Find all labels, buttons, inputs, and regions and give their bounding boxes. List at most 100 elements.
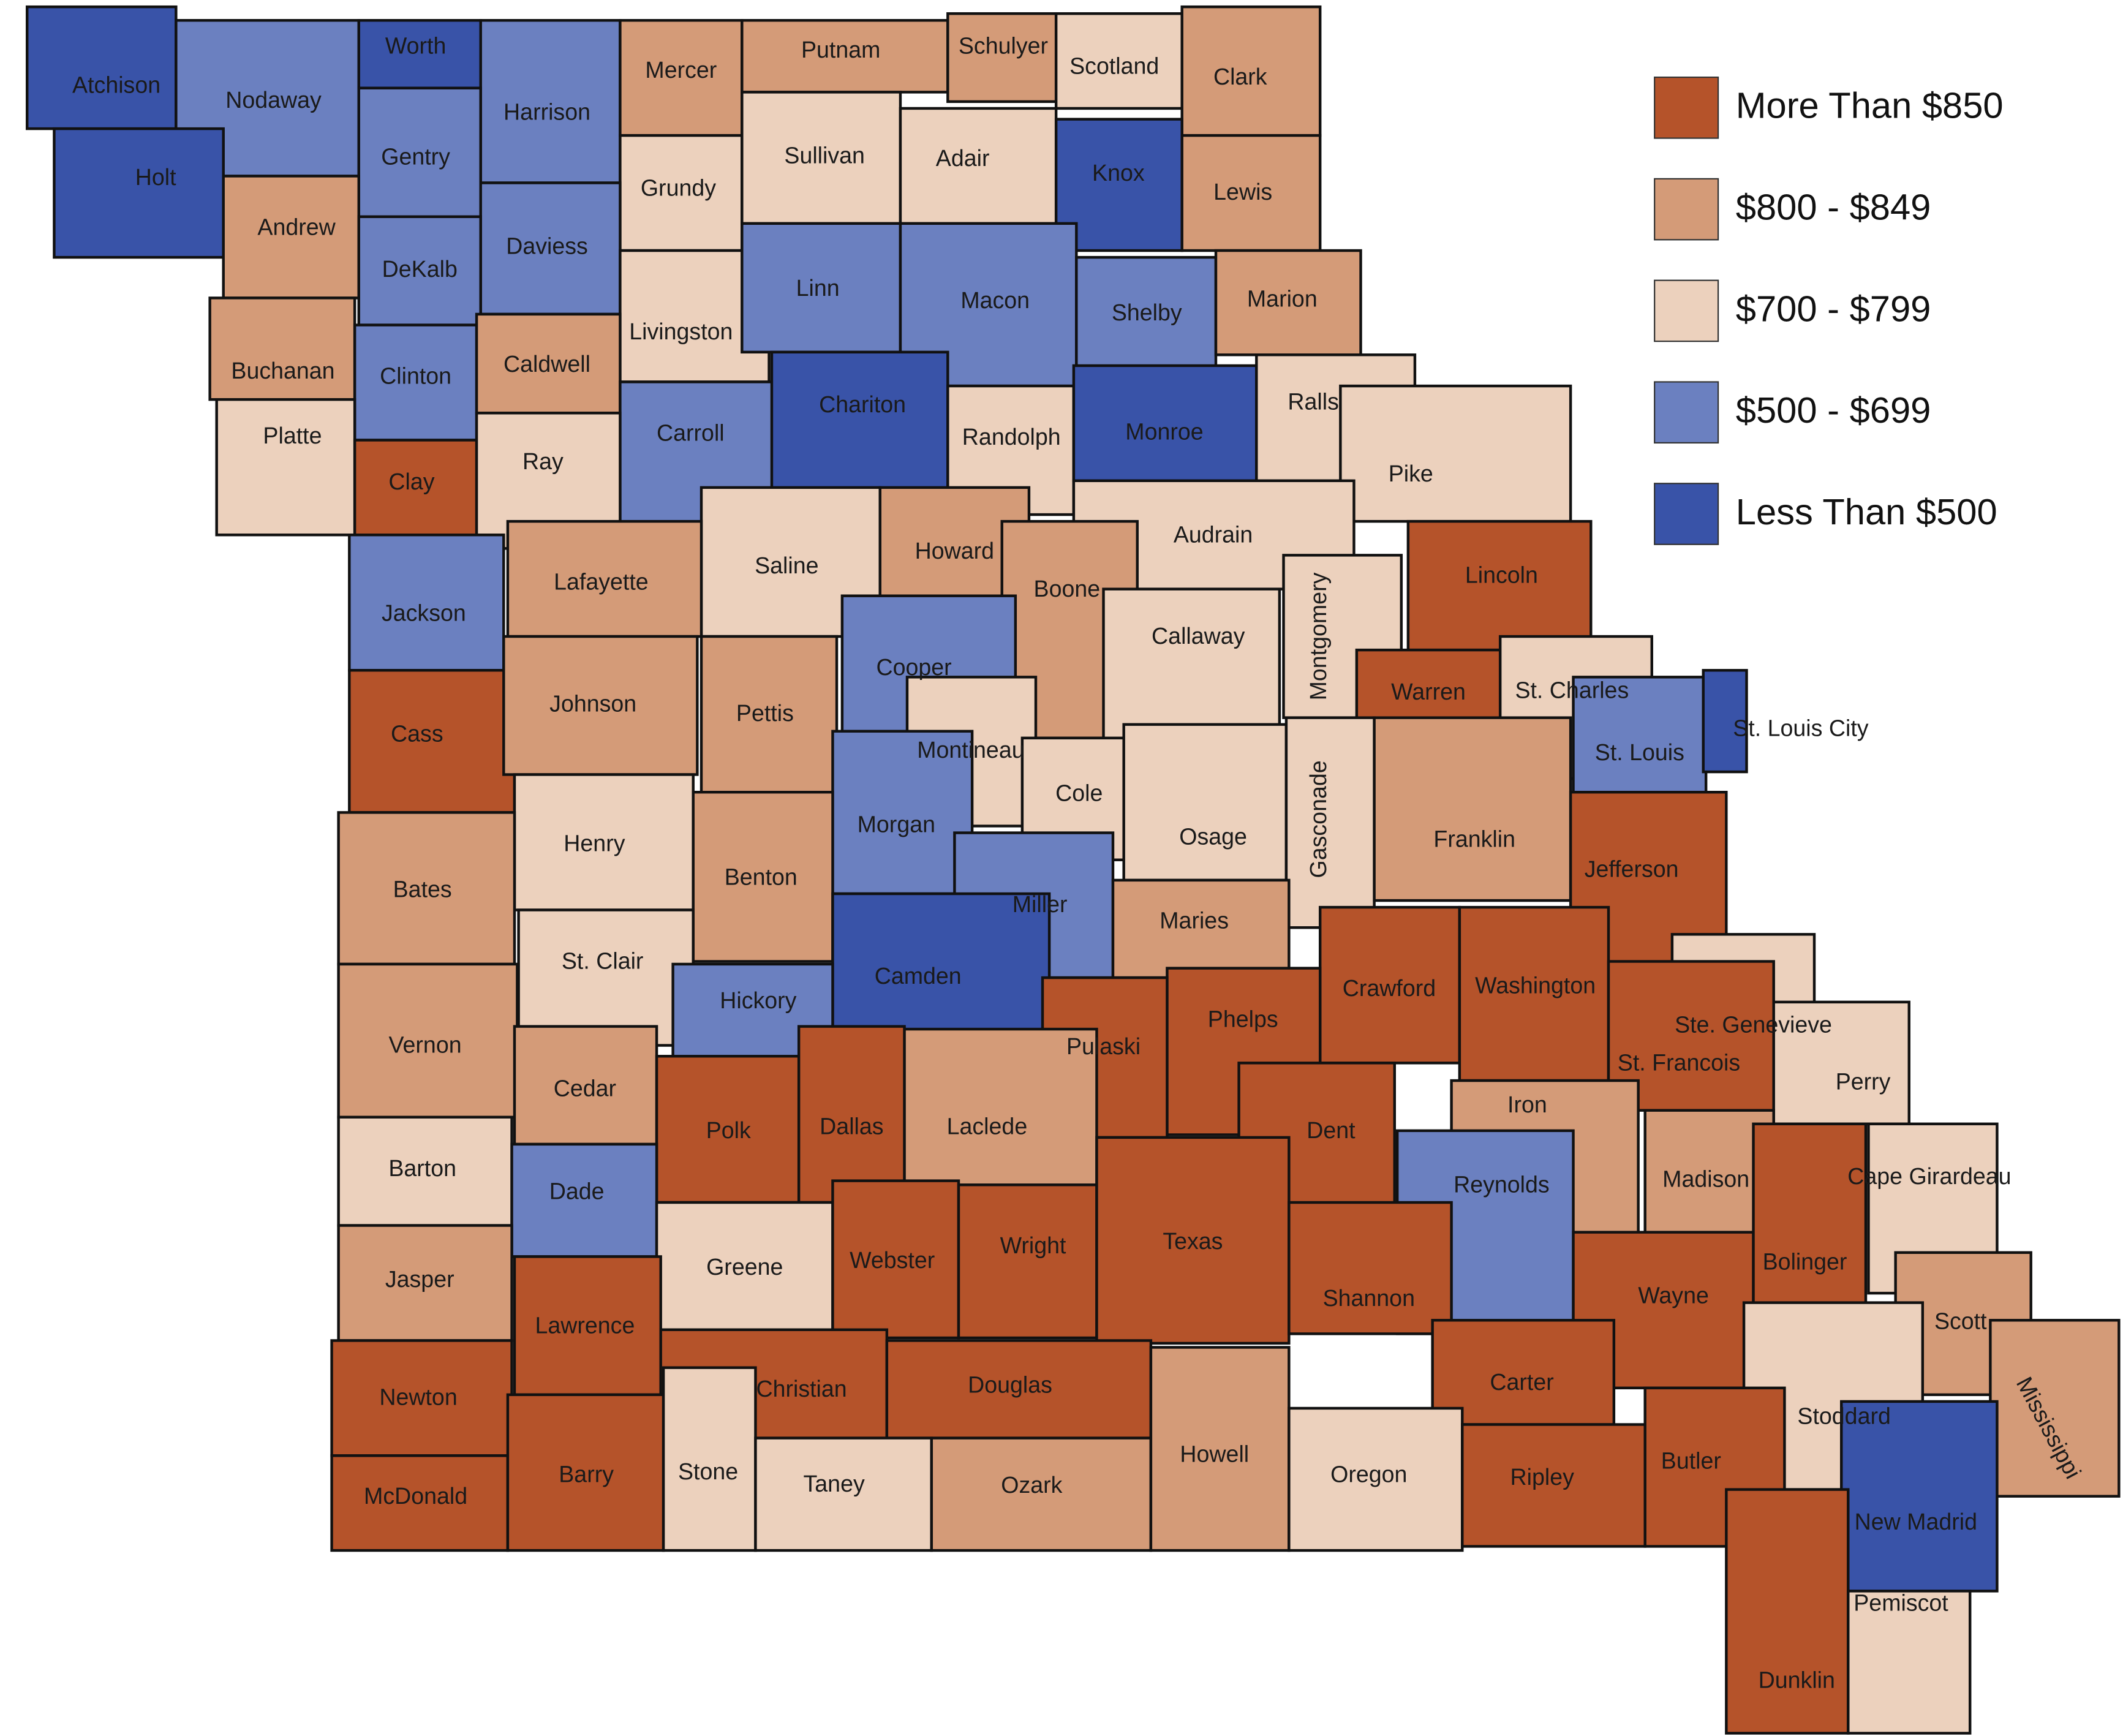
county-label: Vernon [389,1032,462,1058]
county-label: Miller [1012,891,1068,917]
county-shape [479,19,622,184]
legend-label: More Than $850 [1736,85,2004,126]
legend: More Than $850 $800 - $849 $700 - $799 $500… [1654,76,2004,545]
county-label: St. Louis City [1733,715,1869,741]
county-shape [208,296,356,401]
county-label: Clinton [380,363,451,389]
county-label: Douglas [968,1372,1052,1398]
county-label: Osage [1179,823,1247,849]
county-label: Holt [135,164,176,190]
county-label: Cooper [876,654,951,680]
county-label: Madison [1662,1166,1749,1192]
county-label: Pulaski [1066,1033,1141,1059]
county-label: Maries [1160,907,1229,933]
county-label: Buchanan [231,358,334,383]
county-label: Iron [1507,1092,1547,1117]
legend-swatch [1654,483,1719,545]
county-label: Scotland [1069,53,1159,79]
county-label: Callaway [1152,623,1245,649]
county-shape [53,127,225,259]
legend-swatch [1654,76,1719,139]
county-shape [330,1454,510,1552]
county-label: DeKalb [382,256,458,282]
county-label: Montgomery [1305,572,1331,700]
county-label: Dunklin [1759,1667,1835,1693]
county-shape [357,19,482,89]
county-shape [1288,1201,1453,1335]
county-label: St. Louis [1595,739,1684,765]
county-label: Lincoln [1465,562,1538,588]
county-label: St. Francois [1618,1049,1740,1075]
county-shape [1406,519,1593,652]
county-shape [1122,723,1288,882]
county-label: Daviess [506,233,588,259]
county-label: Clark [1213,64,1267,89]
county-shape [1339,384,1572,523]
county-label: Stoddard [1797,1403,1890,1428]
county-shape [1214,249,1362,357]
county-shape [1095,1136,1291,1345]
county-shape [1847,1590,1972,1735]
county-shape [1725,1488,1850,1735]
county-label: Wayne [1638,1283,1709,1308]
county-shape [510,1142,658,1258]
county-shape [1840,1400,1999,1593]
county-label: McDonald [364,1483,467,1509]
county-shape [502,635,699,776]
county-shape [1288,1406,1464,1552]
county-label: Butler [1661,1447,1721,1473]
county-label: Franklin [1433,826,1515,852]
county-label: Worth [385,32,447,58]
county-label: Chariton [819,391,906,417]
county-label: Harrison [503,99,590,125]
county-label: Greene [706,1254,783,1280]
county-shape [1752,1122,1868,1315]
county-shape [1284,716,1376,929]
legend-label: Less Than $500 [1736,491,1997,532]
county-label: Ste. Genevieve [1675,1012,1832,1038]
county-label: St. Clair [562,948,644,974]
county-label: Ripley [1510,1464,1575,1490]
legend-label: $500 - $699 [1736,390,1931,431]
label-layer: Atchison Nodaway Worth Harrison Mercer Putnam… [72,32,2086,1693]
county-label: Johnson [549,691,636,717]
county-label: Crawford [1343,975,1436,1001]
county-shape [741,222,902,354]
county-label: Cedar [554,1075,616,1101]
county-label: Morgan [858,811,935,837]
county-shape [1373,716,1572,902]
county-label: Schulyer [959,32,1048,58]
county-label: Phelps [1208,1006,1278,1032]
county-shape [517,908,695,1047]
county-shape [899,107,1058,225]
county-shape [619,134,744,252]
county-shape [946,12,1058,104]
county-shape [662,1366,757,1552]
county-label: Washington [1475,972,1596,998]
legend-swatch [1654,178,1719,241]
county-label: New Madrid [1855,1509,1977,1534]
county-shape [797,1025,906,1204]
county-label: Grundy [641,175,716,200]
county-label: Marion [1247,286,1318,312]
county-label: Taney [804,1471,865,1496]
county-label: Reynolds [1454,1171,1550,1197]
county-label: Randolph [962,424,1061,450]
county-label: Knox [1092,160,1145,186]
county-shape [692,791,834,963]
county-label: Jefferson [1585,856,1679,881]
county-shape [1180,134,1322,252]
county-shape [930,1436,1153,1552]
county-label: Howell [1180,1441,1249,1466]
county-label: Hickory [720,987,796,1013]
county-label: Ralls [1288,389,1339,415]
county-label: Caldwell [503,351,590,377]
county-label: Newton [379,1384,457,1410]
county-shape [357,215,482,326]
county-shape [1772,1000,1910,1125]
county-label: Carroll [657,420,725,446]
county-shape [1461,1423,1646,1548]
county-shape [1989,1319,2121,1498]
